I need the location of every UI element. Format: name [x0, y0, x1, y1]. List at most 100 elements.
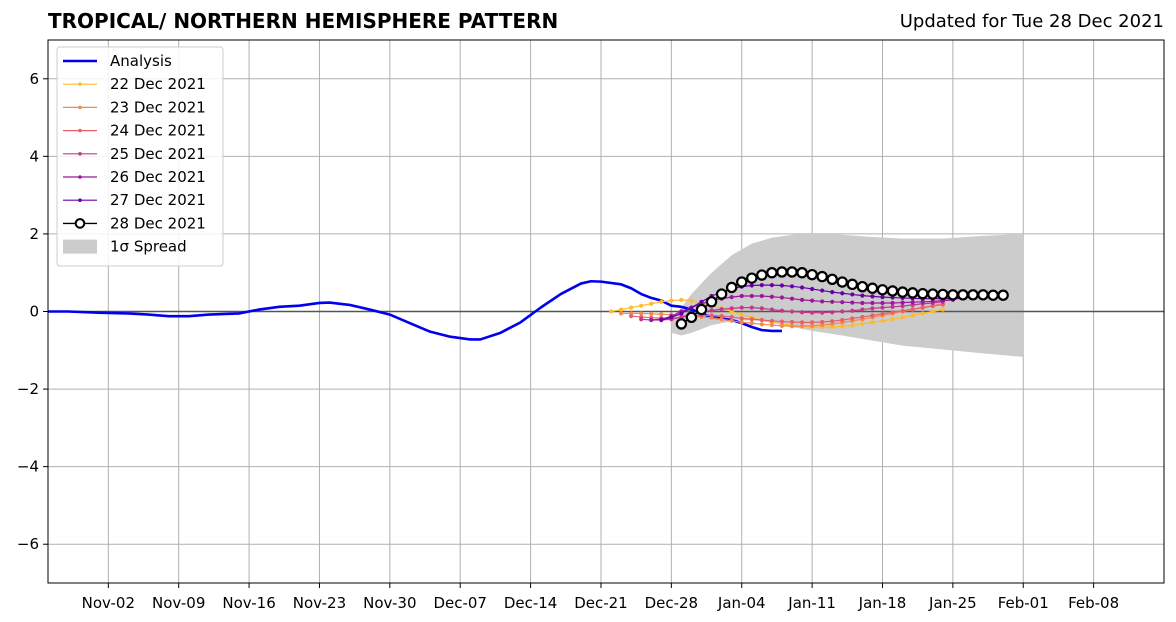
series-point	[850, 323, 855, 328]
series-point	[779, 283, 785, 288]
series-point	[860, 307, 865, 312]
series-point	[769, 318, 774, 323]
series-point	[779, 295, 785, 300]
x-tick-label: Dec-21	[574, 594, 628, 612]
series-point	[629, 305, 634, 310]
series-point	[840, 300, 845, 305]
x-tick-label: Feb-08	[1068, 594, 1119, 612]
series-point	[729, 314, 734, 320]
series-point	[900, 303, 905, 309]
series-point	[850, 292, 855, 297]
series-point	[830, 290, 835, 295]
series-point	[806, 268, 818, 281]
series-point	[685, 311, 698, 324]
x-tick-label: Dec-07	[433, 594, 487, 612]
y-tick-label: 6	[29, 70, 39, 88]
series-point	[810, 310, 815, 315]
series-point	[705, 296, 718, 308]
series-point	[769, 294, 774, 299]
y-axis: −6 −4 −2 0 2 4 6	[17, 70, 48, 553]
series-point	[816, 270, 828, 283]
series-point	[920, 311, 925, 316]
series-point	[759, 293, 764, 299]
x-tick-label: Jan-04	[717, 594, 766, 612]
series-point	[799, 310, 805, 315]
spread-band-area	[671, 233, 1024, 357]
series-point	[856, 280, 869, 293]
series-point	[947, 289, 959, 301]
series-point	[890, 304, 895, 309]
y-tick-label: −4	[17, 458, 39, 476]
series-point	[910, 300, 915, 305]
series-point	[860, 300, 865, 306]
series-point	[977, 289, 989, 301]
series-point	[796, 267, 808, 279]
series-point	[810, 320, 815, 325]
series-point	[789, 309, 795, 314]
legend-label: Analysis	[110, 52, 172, 70]
series-point	[746, 272, 758, 284]
grid	[48, 40, 1164, 583]
series-point	[987, 289, 999, 301]
series-point	[789, 296, 795, 301]
series-point	[608, 309, 614, 314]
series-line	[610, 299, 943, 328]
series-point	[618, 311, 624, 316]
legend-label: 23 Dec 2021	[110, 98, 206, 116]
series-point	[850, 300, 855, 305]
legend-label: 26 Dec 2021	[110, 168, 206, 186]
series-point	[830, 299, 835, 304]
series-28-dec-2021	[675, 266, 1009, 330]
series-point	[937, 288, 949, 301]
series-point	[860, 293, 865, 298]
series-point	[679, 297, 684, 302]
series-point	[820, 299, 825, 304]
series-point	[917, 287, 929, 300]
series-point	[820, 288, 825, 293]
series-point	[860, 321, 865, 327]
series-point	[695, 303, 708, 316]
legend: Analysis 22 Dec 2021 23 Dec 2021 24 Dec 202…	[56, 46, 224, 267]
series-point	[739, 305, 744, 310]
legend-swatch-marker	[78, 198, 82, 202]
series-point	[866, 282, 879, 294]
series-point	[799, 297, 805, 302]
series-point	[997, 289, 1009, 301]
series-point	[870, 300, 875, 306]
series-point	[799, 324, 805, 329]
series-point	[779, 319, 785, 324]
legend-swatch-marker	[78, 128, 82, 133]
series-point	[766, 267, 778, 279]
series-point	[789, 319, 795, 325]
series-point	[699, 299, 704, 304]
series-point	[759, 283, 764, 288]
series-point	[826, 273, 838, 286]
series-point	[689, 298, 694, 303]
x-tick-label: Nov-09	[152, 594, 205, 612]
series-point	[749, 293, 754, 299]
legend-label: 28 Dec 2021	[110, 214, 206, 232]
legend-swatch-marker	[74, 218, 86, 229]
series-point	[669, 298, 674, 303]
legend-swatch-marker	[78, 175, 82, 179]
series-point	[900, 300, 905, 305]
series-point	[880, 305, 885, 310]
series-point	[870, 306, 875, 311]
series-point	[769, 307, 774, 312]
series-point	[659, 317, 664, 323]
series-point	[749, 283, 754, 288]
legend-swatch-patch	[63, 239, 97, 254]
series-point	[756, 269, 768, 281]
x-tick-label: Nov-02	[82, 594, 135, 612]
series-point	[820, 310, 825, 315]
legend-label: 22 Dec 2021	[110, 75, 206, 93]
series-point	[810, 286, 815, 292]
series-point	[629, 314, 634, 319]
series-point	[649, 301, 654, 306]
series-point	[779, 323, 785, 328]
series-point	[886, 285, 899, 297]
series-point	[810, 323, 815, 328]
series-point	[719, 314, 724, 319]
series-point	[906, 287, 919, 299]
series-point	[769, 283, 774, 288]
